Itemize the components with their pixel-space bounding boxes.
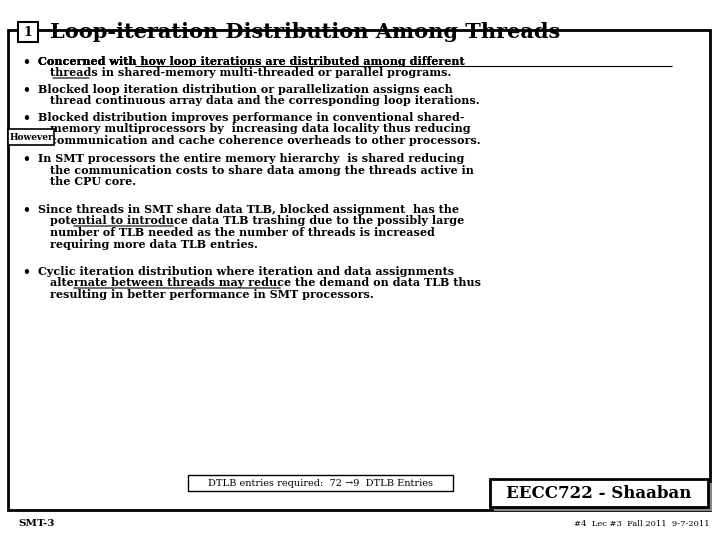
Text: EECC722 - Shaaban: EECC722 - Shaaban [506, 484, 692, 502]
Bar [8, 129, 54, 145]
Text: •: • [22, 112, 30, 125]
Text: Concerned with: Concerned with [38, 56, 140, 67]
Text: Loop-iteration Distribution Among Threads: Loop-iteration Distribution Among Thread… [50, 22, 560, 42]
Text: requiring more data TLB entries.: requiring more data TLB entries. [50, 239, 258, 249]
Bar [494, 483, 712, 511]
Text: Concerned with how loop iterations are distributed among different: Concerned with how loop iterations are d… [38, 56, 464, 67]
Bar [18, 22, 38, 42]
Text: •: • [22, 204, 30, 217]
Text: Blocked distribution improves performance in conventional shared-: Blocked distribution improves performanc… [38, 112, 464, 123]
Text: Blocked loop iteration distribution or parallelization assigns each: Blocked loop iteration distribution or p… [38, 84, 453, 95]
Text: thread continuous array data and the corresponding loop iterations.: thread continuous array data and the cor… [50, 96, 480, 106]
Text: Since threads in SMT share data TLB, blocked assignment  has the: Since threads in SMT share data TLB, blo… [38, 204, 459, 215]
Text: the CPU core.: the CPU core. [50, 176, 136, 187]
Text: SMT-3: SMT-3 [18, 519, 55, 529]
Text: communication and cache coherence overheads to other processors.: communication and cache coherence overhe… [50, 135, 481, 146]
Text: •: • [22, 56, 30, 69]
Text: Concerned with: Concerned with [38, 56, 140, 67]
Bar [8, 30, 710, 510]
Text: number of TLB needed as the number of threads is increased: number of TLB needed as the number of th… [50, 227, 435, 238]
Text: •: • [22, 153, 30, 166]
Bar [187, 475, 452, 491]
Text: However: However [9, 133, 53, 142]
Text: threads in shared-memory multi-threaded or parallel programs.: threads in shared-memory multi-threaded … [50, 68, 451, 78]
Text: DTLB entries required:  72 →9  DTLB Entries: DTLB entries required: 72 →9 DTLB Entrie… [207, 478, 433, 488]
Text: •: • [22, 84, 30, 97]
Bar [490, 479, 708, 507]
Text: Cyclic iteration distribution where iteration and data assignments: Cyclic iteration distribution where iter… [38, 266, 454, 277]
Text: Concerned with how loop iterations are distributed among different: Concerned with how loop iterations are d… [38, 56, 464, 67]
Text: In SMT processors the entire memory hierarchy  is shared reducing: In SMT processors the entire memory hier… [38, 153, 464, 164]
Text: memory multiprocessors by  increasing data locality thus reducing: memory multiprocessors by increasing dat… [50, 124, 471, 134]
Text: alternate between threads may reduce the demand on data TLB thus: alternate between threads may reduce the… [50, 278, 481, 288]
Text: 1: 1 [24, 25, 32, 38]
Text: #4  Lec #3  Fall 2011  9-7-2011: #4 Lec #3 Fall 2011 9-7-2011 [575, 520, 710, 528]
Text: the communication costs to share data among the threads active in: the communication costs to share data am… [50, 165, 474, 176]
Text: resulting in better performance in SMT processors.: resulting in better performance in SMT p… [50, 289, 374, 300]
Text: potential to introduce data TLB trashing due to the possibly large: potential to introduce data TLB trashing… [50, 215, 464, 226]
Text: •: • [22, 266, 30, 279]
